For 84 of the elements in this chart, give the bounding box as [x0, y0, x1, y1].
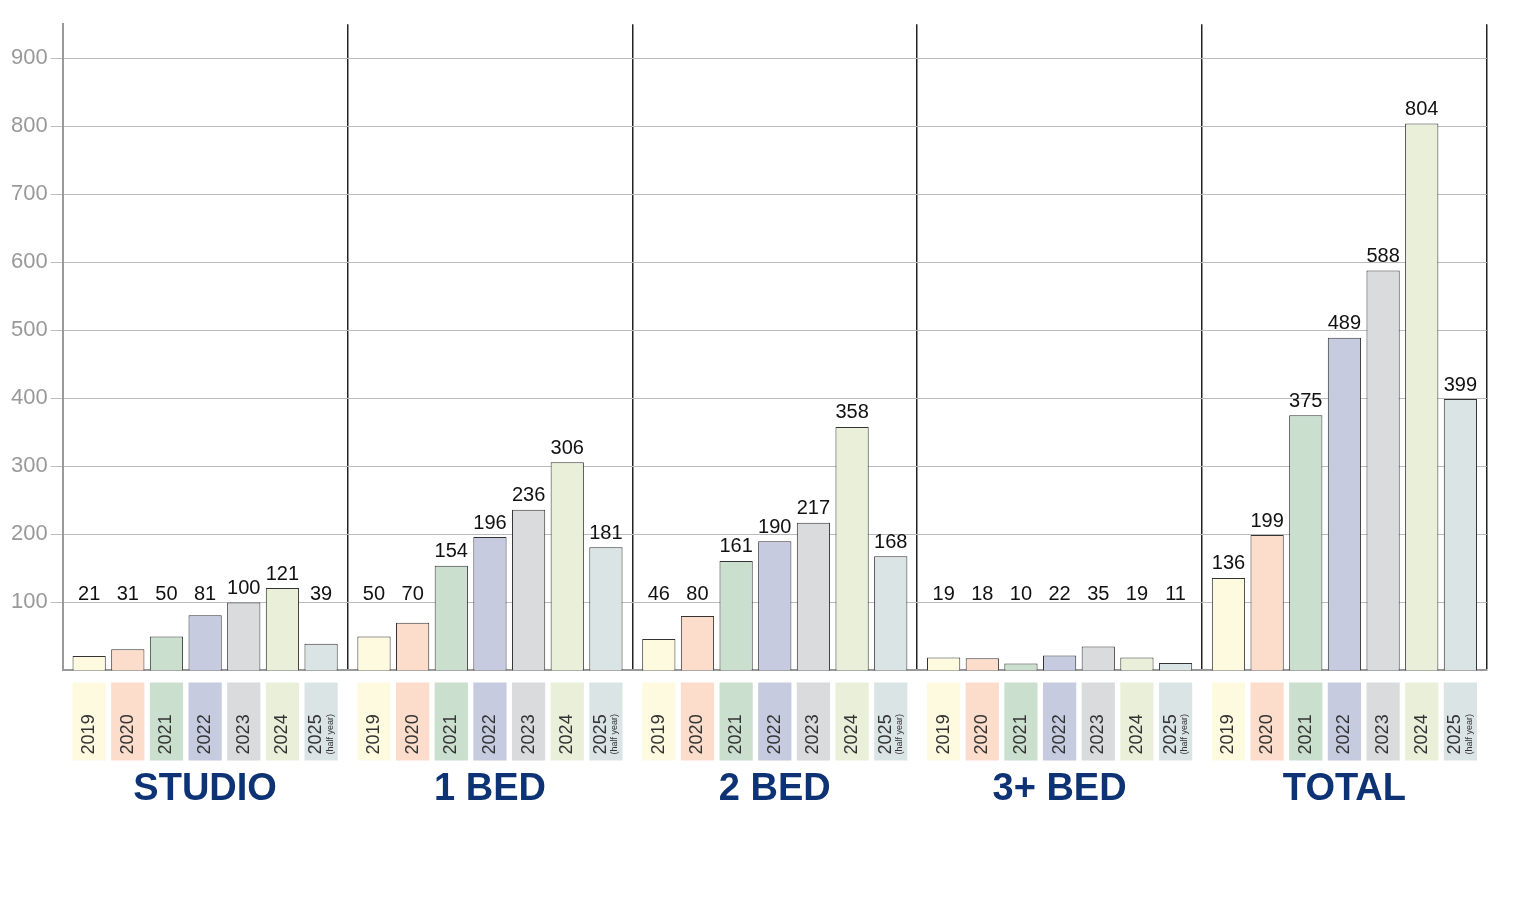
data-label: 399 [1443, 372, 1478, 395]
text: 2024 [556, 714, 577, 755]
y-tick-label: 900 [10, 44, 48, 70]
y-tick-label: 600 [10, 248, 48, 274]
data-label: 168 [874, 529, 908, 552]
data-label: 22 [1048, 581, 1071, 604]
text: 2022 [478, 714, 499, 755]
data-label: 181 [589, 520, 623, 543]
text: 2019 [78, 714, 99, 755]
text: 2019 [362, 714, 383, 755]
text: 2021 [155, 714, 176, 755]
data-label: 804 [1405, 97, 1439, 120]
data-label: 19 [1125, 581, 1149, 604]
y-tick-label: 300 [10, 452, 48, 478]
y-tick-label: 200 [10, 520, 48, 546]
data-label: 196 [473, 510, 507, 533]
text: 2025 (half year) [1444, 713, 1474, 755]
text: 2024 [1125, 714, 1146, 755]
data-label: 306 [550, 435, 584, 458]
text: 2021 [725, 714, 746, 755]
text: 2024 [1410, 714, 1431, 755]
text: 2020 [116, 714, 137, 755]
data-label: 190 [758, 514, 792, 537]
text: 2019 [1217, 714, 1238, 755]
data-label: 154 [434, 539, 468, 562]
data-label: 161 [719, 534, 753, 557]
data-label: 35 [1087, 581, 1110, 604]
text: 2022 [763, 714, 784, 755]
data-label: 217 [796, 496, 831, 519]
data-label: 21 [78, 581, 101, 604]
text: 2025 (half year) [874, 713, 905, 755]
text: 2021 [440, 714, 461, 755]
text: 2024 [841, 714, 862, 755]
data-label: 19 [932, 581, 955, 604]
y-tick-label: 400 [10, 384, 48, 410]
x-tick-label: STUDIO [133, 765, 277, 808]
data-label: 70 [401, 581, 424, 604]
x-tick-label: 2 BED [718, 765, 831, 808]
x-tick-label: TOTAL [1282, 765, 1407, 808]
text: 2023 [1087, 714, 1108, 755]
data-label: 489 [1327, 311, 1362, 334]
text: 2022 [194, 714, 215, 755]
text: 2019 [932, 714, 953, 755]
text: 2020 [1256, 714, 1277, 755]
y-tick-label: 500 [10, 316, 48, 342]
data-label: 358 [835, 400, 869, 423]
text: 2022 [1333, 714, 1354, 755]
text: 2023 [232, 714, 253, 755]
text: 2022 [1048, 714, 1069, 755]
text: 2023 [802, 714, 823, 755]
text: 2020 [401, 714, 422, 755]
text: 2023 [517, 714, 538, 755]
data-label: 100 [227, 575, 261, 598]
data-label: 10 [1009, 581, 1033, 604]
text: 2021 [1294, 714, 1315, 755]
y-tick-label: 700 [10, 180, 48, 206]
data-label: 136 [1211, 551, 1246, 574]
text: 2025 (half year) [1159, 713, 1190, 755]
x-tick-label: 1 BED [433, 765, 546, 808]
data-label: 375 [1289, 388, 1323, 411]
data-label: 46 [647, 581, 670, 604]
data-label: 236 [511, 483, 546, 506]
y-tick-label: 100 [10, 588, 48, 614]
data-label: 18 [971, 581, 994, 604]
text: 2025 (half year) [305, 713, 335, 755]
data-label: 199 [1250, 508, 1284, 531]
text: 2025 (half year) [589, 713, 620, 755]
data-label: 39 [309, 581, 333, 604]
data-label: 11 [1165, 581, 1186, 604]
text: 2020 [686, 714, 707, 755]
data-label: 50 [362, 581, 386, 604]
text: 2020 [971, 714, 992, 755]
data-label: 121 [265, 561, 300, 584]
text: 2021 [1009, 714, 1030, 755]
text: 2019 [647, 714, 668, 755]
y-tick-label: 800 [10, 112, 48, 138]
data-label: 31 [116, 581, 139, 604]
data-label: 81 [194, 581, 217, 604]
x-tick-label: 3+ BED [992, 765, 1127, 808]
data-label: 80 [686, 581, 709, 604]
data-label: 588 [1366, 243, 1400, 266]
text: 2024 [271, 714, 292, 755]
text: 2023 [1372, 714, 1393, 755]
data-label: 50 [155, 581, 178, 604]
